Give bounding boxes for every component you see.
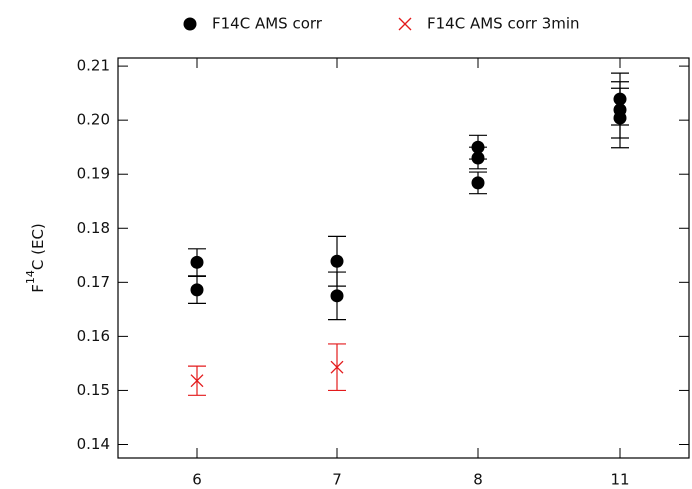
x-tick-label: 8	[473, 471, 483, 489]
legend-label: F14C AMS corr 3min	[427, 15, 580, 33]
y-tick-label: 0.20	[77, 111, 110, 129]
legend-marker	[398, 17, 412, 31]
y-axis-label-part: F	[29, 284, 47, 293]
x-tick-label: 7	[332, 471, 342, 489]
y-tick-label: 0.19	[77, 165, 110, 183]
point	[190, 255, 204, 269]
point	[471, 176, 485, 190]
point	[471, 151, 485, 165]
y-tick-label: 0.17	[77, 273, 110, 291]
x-tick-label: 11	[610, 471, 629, 489]
y-tick-label: 0.16	[77, 327, 110, 345]
x-tick-label: 6	[192, 471, 202, 489]
legend-marker-stroke	[398, 17, 412, 31]
point	[190, 374, 204, 388]
point	[613, 111, 627, 125]
point-stroke	[190, 374, 204, 388]
point	[330, 254, 344, 268]
point	[330, 360, 344, 374]
y-tick-label: 0.18	[77, 219, 110, 237]
y-axis-label: F14C (EC)	[24, 223, 47, 293]
plot-frame	[117, 57, 690, 459]
legend-marker	[183, 17, 197, 31]
y-tick-label: 0.21	[77, 57, 110, 75]
y-tick-label: 0.14	[77, 435, 110, 453]
point	[190, 283, 204, 297]
legend-label: F14C AMS corr	[212, 15, 323, 33]
point-stroke	[330, 360, 344, 374]
y-axis-label-part: C (EC)	[29, 223, 47, 270]
point	[330, 289, 344, 303]
y-axis-label-part: 14	[24, 270, 37, 284]
y-tick-label: 0.15	[77, 381, 110, 399]
